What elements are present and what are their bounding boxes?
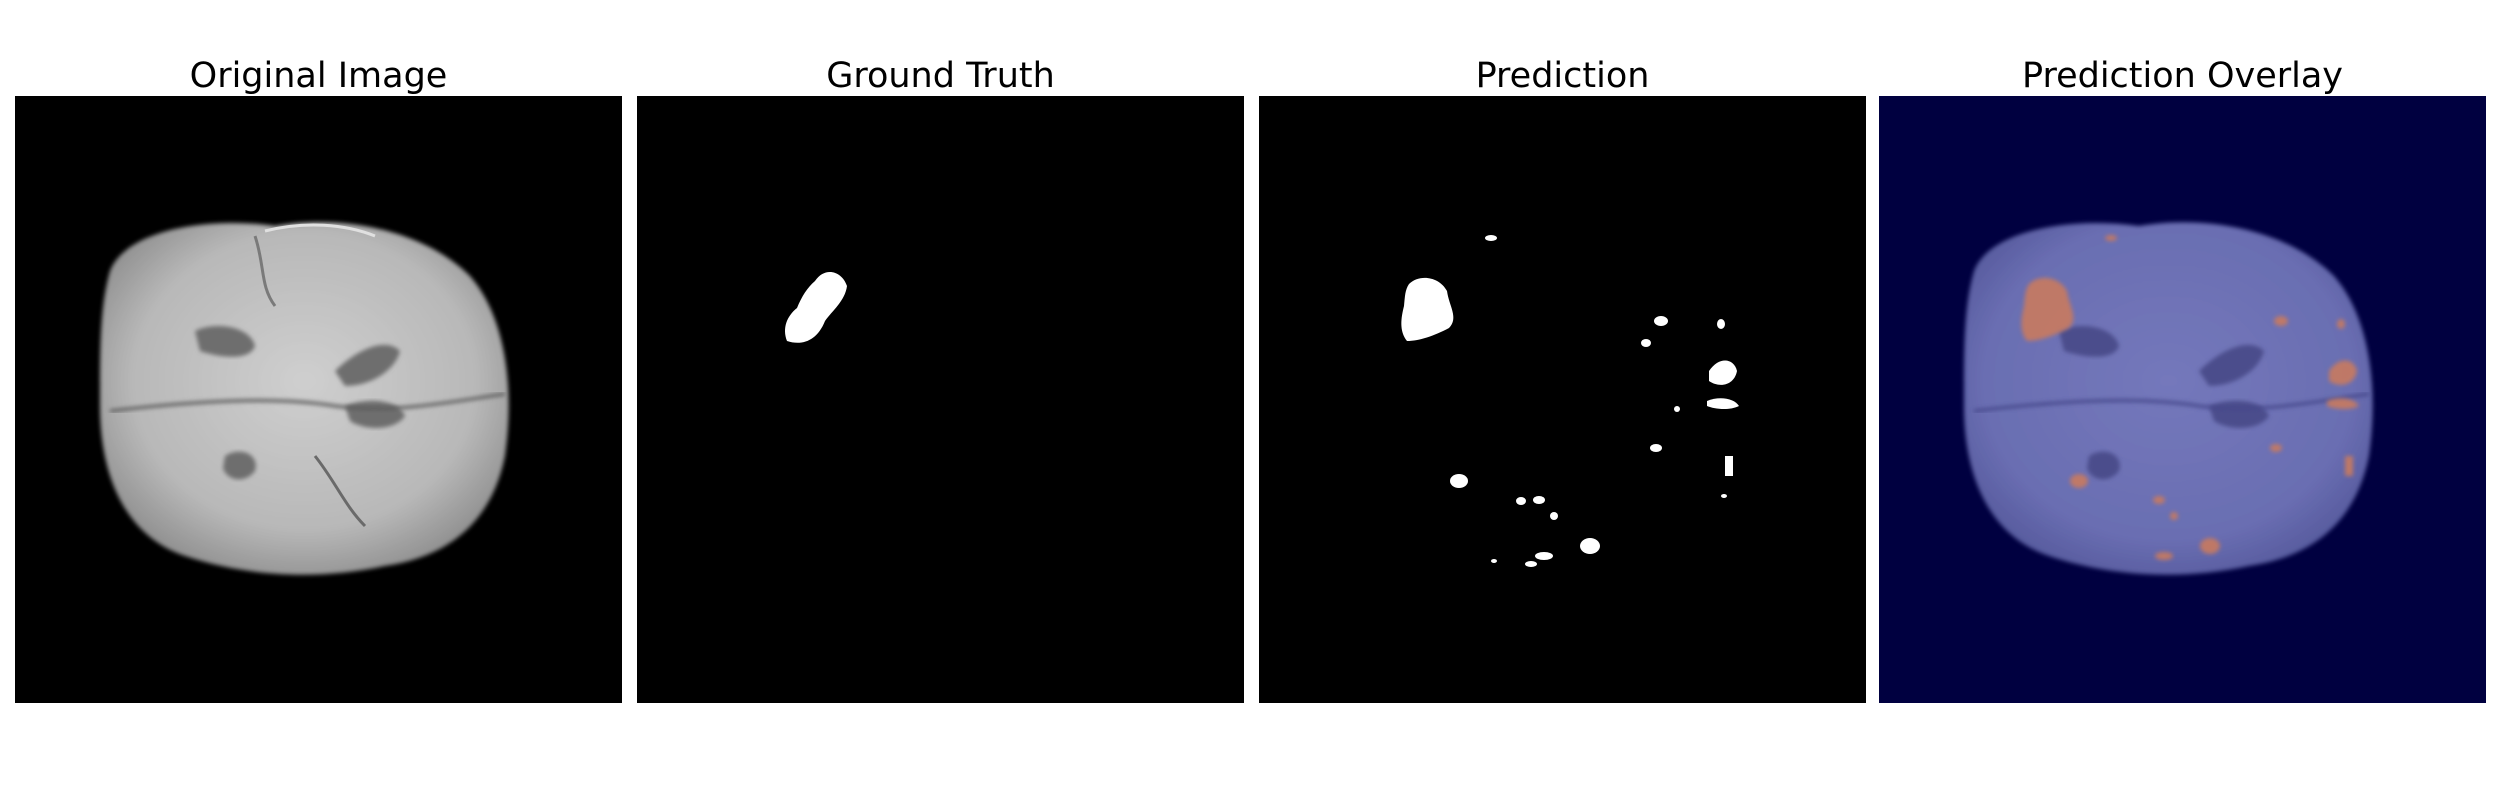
original-image-panel — [15, 96, 622, 703]
panel-title-original: Original Image — [189, 56, 448, 96]
panel-title-overlay: Prediction Overlay — [2021, 56, 2344, 96]
ground-truth-mask — [637, 96, 1244, 703]
panel-title-ground-truth: Ground Truth — [826, 56, 1055, 96]
panel-title-prediction: Prediction — [1475, 56, 1650, 96]
prediction-overlay-panel — [1879, 96, 2486, 703]
prediction-overlay-image — [1879, 96, 2486, 703]
ground-truth-panel — [637, 96, 1244, 703]
brain-mri-image — [15, 96, 622, 703]
prediction-panel — [1259, 96, 1866, 703]
prediction-mask — [1259, 96, 1866, 703]
